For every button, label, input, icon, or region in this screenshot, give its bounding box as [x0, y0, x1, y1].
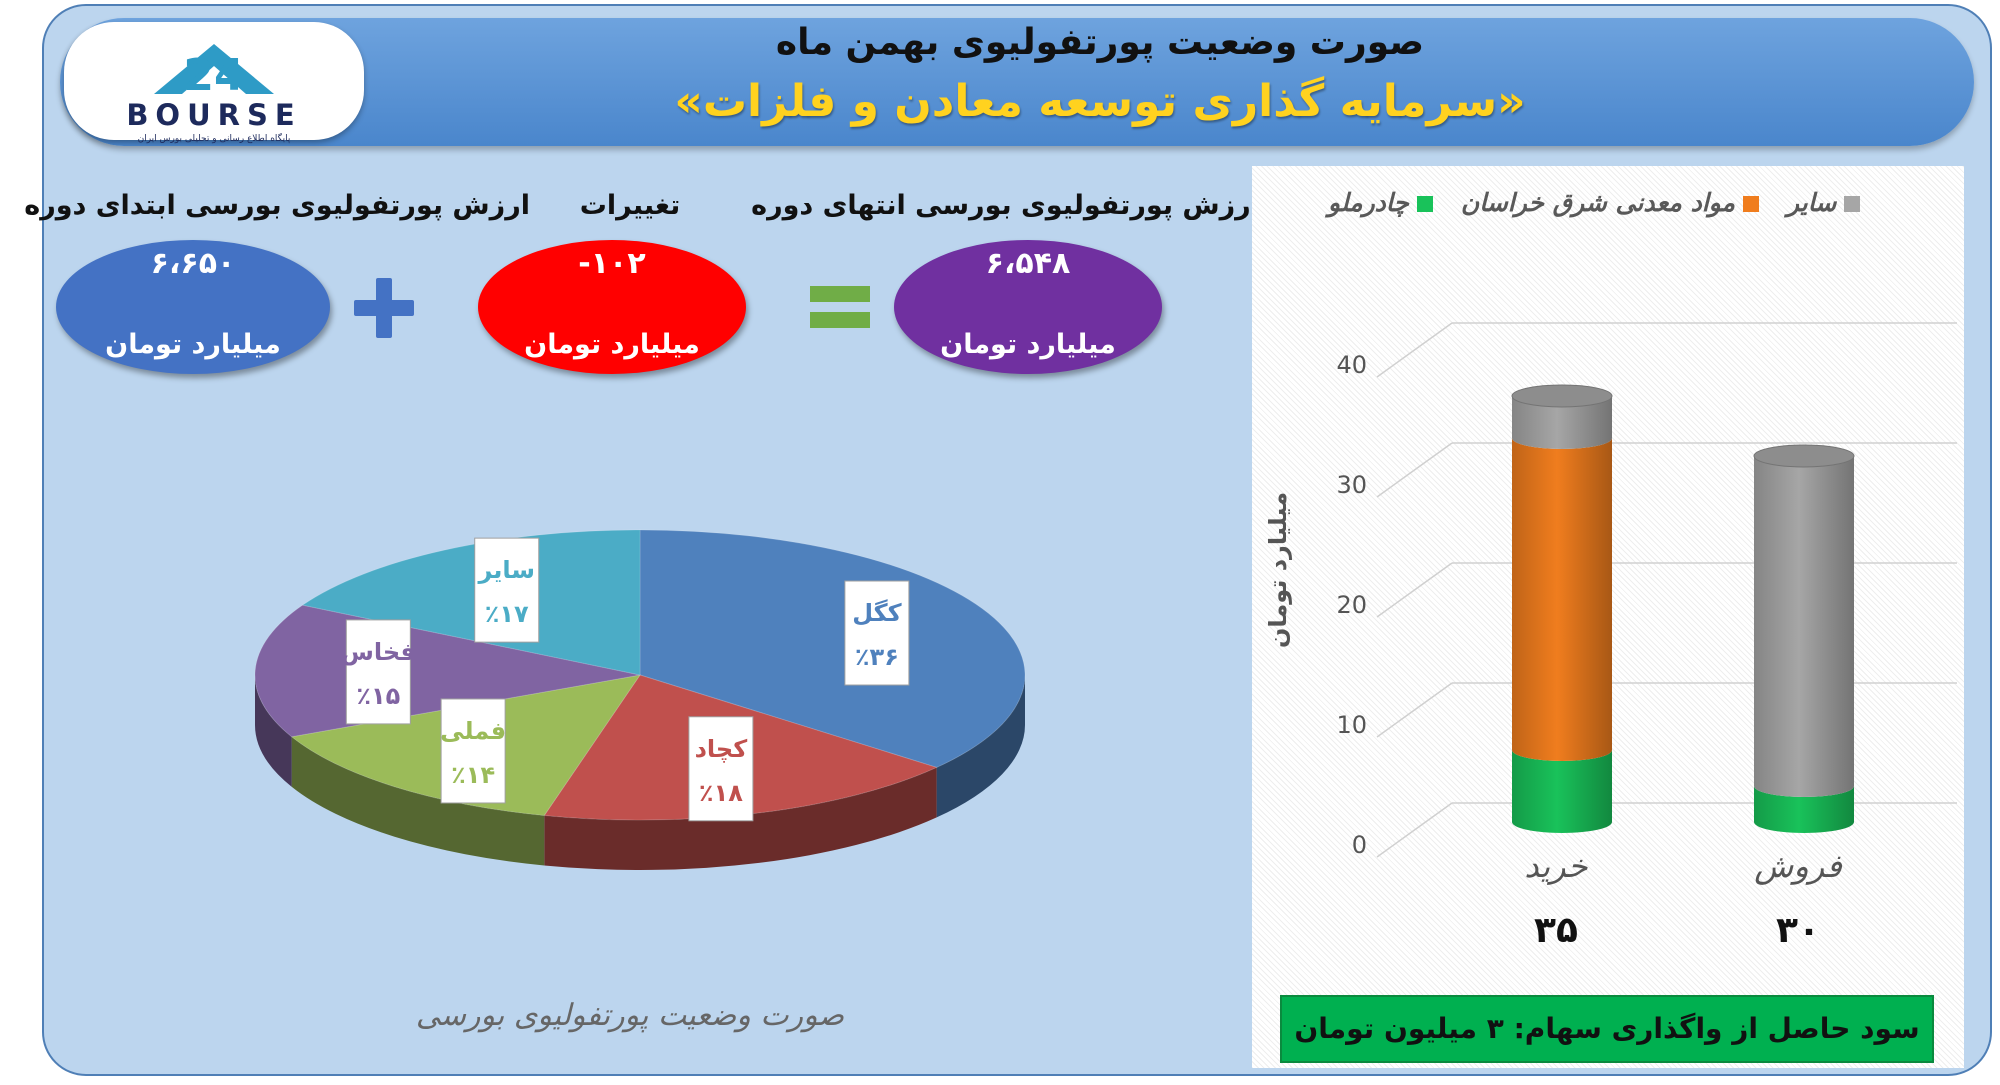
pie-label-box-0	[844, 580, 910, 686]
legend-label-1: مواد معدنی شرق خراسان	[1460, 188, 1735, 217]
y-tick-0: 0	[1352, 831, 1367, 859]
pie-side-0	[936, 675, 1025, 818]
bar-cap-0	[1511, 384, 1613, 408]
page-subtitle: «سرمایه گذاری توسعه معادن و فلزات»	[674, 76, 1526, 127]
bar-segment-1-0	[1754, 786, 1854, 833]
pie-label-value-0: ٪۳۶	[855, 643, 899, 671]
bar-total-1: ۳۰	[1776, 910, 1820, 951]
pie-label-box-2	[440, 698, 506, 804]
bar-segment-0-1	[1512, 438, 1612, 761]
pie-label-value-1: ٪۱۸	[699, 779, 743, 807]
legend-item-2: چادرملو	[1328, 188, 1433, 217]
y-tick-3: 30	[1336, 471, 1367, 499]
header-banner	[60, 18, 1974, 146]
logo-number: 24	[183, 50, 244, 101]
pie-label-value-4: ٪۱۷	[485, 600, 529, 628]
pie-label-box-4	[474, 537, 540, 643]
pie-label-name-3: فخاس	[341, 638, 416, 666]
start-value-caption: ارزش پورتفولیوی بورسی ابتدای دوره	[24, 190, 530, 221]
grid-side-0	[1376, 802, 1453, 858]
pie-label-name-1: کچاد	[695, 735, 748, 763]
bar-chart: 0 10 20 30 40 میلیارد تومان خرید ۳۵ فروش ۳۰	[1264, 322, 1957, 951]
start-value: ۶،۶۵۰	[150, 246, 236, 281]
bar-segment-0-0	[1512, 750, 1612, 833]
pie-caption: صورت وضعیت پورتفولیوی بورسی	[415, 998, 845, 1033]
change-value-oval: -۱۰۲ میلیارد تومان	[478, 240, 746, 374]
pie-slice-4	[301, 529, 641, 676]
end-value-oval: ۶،۵۴۸ میلیارد تومان	[894, 240, 1162, 374]
bar-segment-1-2	[1754, 456, 1854, 797]
legend-label-0: سایر	[1786, 188, 1837, 217]
start-value-unit: میلیارد تومان	[105, 329, 281, 360]
bar-cap-1	[1753, 444, 1855, 468]
legend-item-0: سایر	[1786, 188, 1861, 217]
y-tick-1: 10	[1336, 711, 1367, 739]
bar-chart-legend: سایر مواد معدنی شرق خراسان چادرملو	[1300, 188, 1920, 228]
start-value-oval: ۶،۶۵۰ میلیارد تومان	[56, 240, 330, 374]
grid-side-2	[1376, 562, 1453, 618]
grid-side-3	[1376, 442, 1453, 498]
logo: 24 BOURSE پایگاه اطلاع رسانی و تحلیلی بو…	[64, 22, 364, 144]
logo-subtitle: پایگاه اطلاع رسانی و تحلیلی بورس ایران	[137, 134, 291, 144]
pie-label-name-0: کگل	[852, 599, 901, 627]
legend-swatch-0	[1844, 196, 1861, 212]
pie-chart: کگل ٪۳۶ کچاد ٪۱۸ فملی ٪۱۴ فخاس ٪۱۵ سایر ٪۱۷	[254, 529, 1026, 870]
pie-label-value-3: ٪۱۵	[356, 682, 400, 710]
end-value-caption: ارزش پورتفولیوی بورسی انتهای دوره	[751, 190, 1260, 221]
pie-label-box-3	[345, 619, 411, 725]
equals-icon	[810, 286, 870, 328]
profit-banner: سود حاصل از واگذاری سهام: ۳ میلیون تومان	[1280, 995, 1934, 1063]
pie-side-2	[291, 736, 545, 866]
plus-icon	[354, 278, 414, 338]
change-value-unit: میلیارد تومان	[524, 329, 700, 360]
bar-segment-0-2	[1512, 396, 1612, 449]
pie-label-value-2: ٪۱۴	[451, 761, 495, 789]
bar-group-1	[1753, 444, 1855, 833]
legend-swatch-1	[1742, 196, 1759, 212]
pie-label-name-2: فملی	[440, 717, 506, 745]
pie-label-name-4: سایر	[477, 556, 535, 584]
pie-slice-0	[639, 529, 1026, 768]
legend-swatch-2	[1416, 196, 1433, 212]
change-caption: تغییرات	[579, 190, 681, 221]
grid-side-4	[1376, 322, 1453, 378]
bar-group-0	[1511, 384, 1613, 833]
y-axis-label: میلیارد تومان	[1264, 492, 1292, 648]
grid-side-1	[1376, 682, 1453, 738]
end-value: ۶،۵۴۸	[985, 246, 1071, 281]
end-value-unit: میلیارد تومان	[940, 329, 1116, 360]
logo-mark: 24	[154, 44, 274, 101]
y-tick-4: 40	[1336, 351, 1367, 379]
legend-label-2: چادرملو	[1328, 188, 1409, 217]
pie-side-3	[255, 675, 292, 787]
y-tick-2: 20	[1336, 591, 1367, 619]
bar-total-0: ۳۵	[1534, 910, 1578, 951]
legend-item-1: مواد معدنی شرق خراسان	[1461, 188, 1759, 217]
pie-label-box-1	[688, 716, 754, 822]
change-value: -۱۰۲	[578, 246, 646, 281]
x-tick-0: خرید	[1524, 847, 1587, 885]
x-tick-1: فروش	[1754, 847, 1842, 885]
page-title: صورت وضعیت پورتفولیوی بهمن ماه	[775, 22, 1425, 63]
logo-text: BOURSE	[126, 98, 302, 132]
